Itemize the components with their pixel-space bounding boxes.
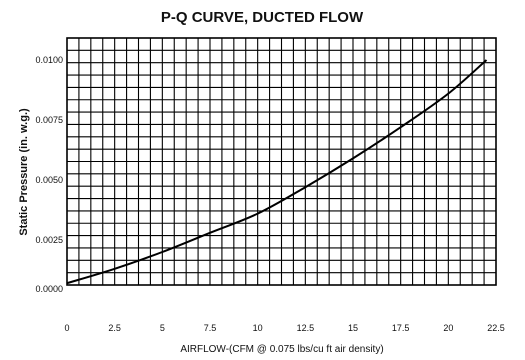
x-tick-label: 2.5 — [108, 323, 121, 333]
y-tick-label: 0.0000 — [35, 284, 63, 294]
x-axis-ticks: 0 2.5 5 7.5 10 12.5 15 17.5 20 22.5 — [64, 323, 504, 333]
x-tick-label: 5 — [160, 323, 165, 333]
curve-layer — [66, 59, 488, 285]
x-tick-label: 12.5 — [297, 323, 315, 333]
y-axis-ticks: 0.0000 0.0025 0.0050 0.0075 0.0100 — [35, 55, 63, 294]
x-tick-label: 10 — [253, 323, 263, 333]
x-tick-label: 15 — [348, 323, 358, 333]
x-axis-label: AIRFLOW-(CFM @ 0.075 lbs/cu ft air densi… — [180, 344, 383, 355]
x-tick-label: 17.5 — [392, 323, 410, 333]
y-axis-label: Static Pressure (in. w.g.) — [18, 108, 30, 236]
chart-title: P-Q CURVE, DUCTED FLOW — [161, 9, 364, 26]
y-tick-label: 0.0100 — [35, 55, 63, 65]
x-tick-label: 0 — [64, 323, 69, 333]
x-tick-label: 22.5 — [487, 323, 505, 333]
x-tick-label: 7.5 — [204, 323, 217, 333]
pq-curve-line — [66, 59, 488, 285]
chart-grid — [66, 37, 497, 286]
x-tick-label: 20 — [443, 323, 453, 333]
y-tick-label: 0.0025 — [35, 235, 63, 245]
y-tick-label: 0.0050 — [35, 175, 63, 185]
y-tick-label: 0.0075 — [35, 115, 63, 125]
